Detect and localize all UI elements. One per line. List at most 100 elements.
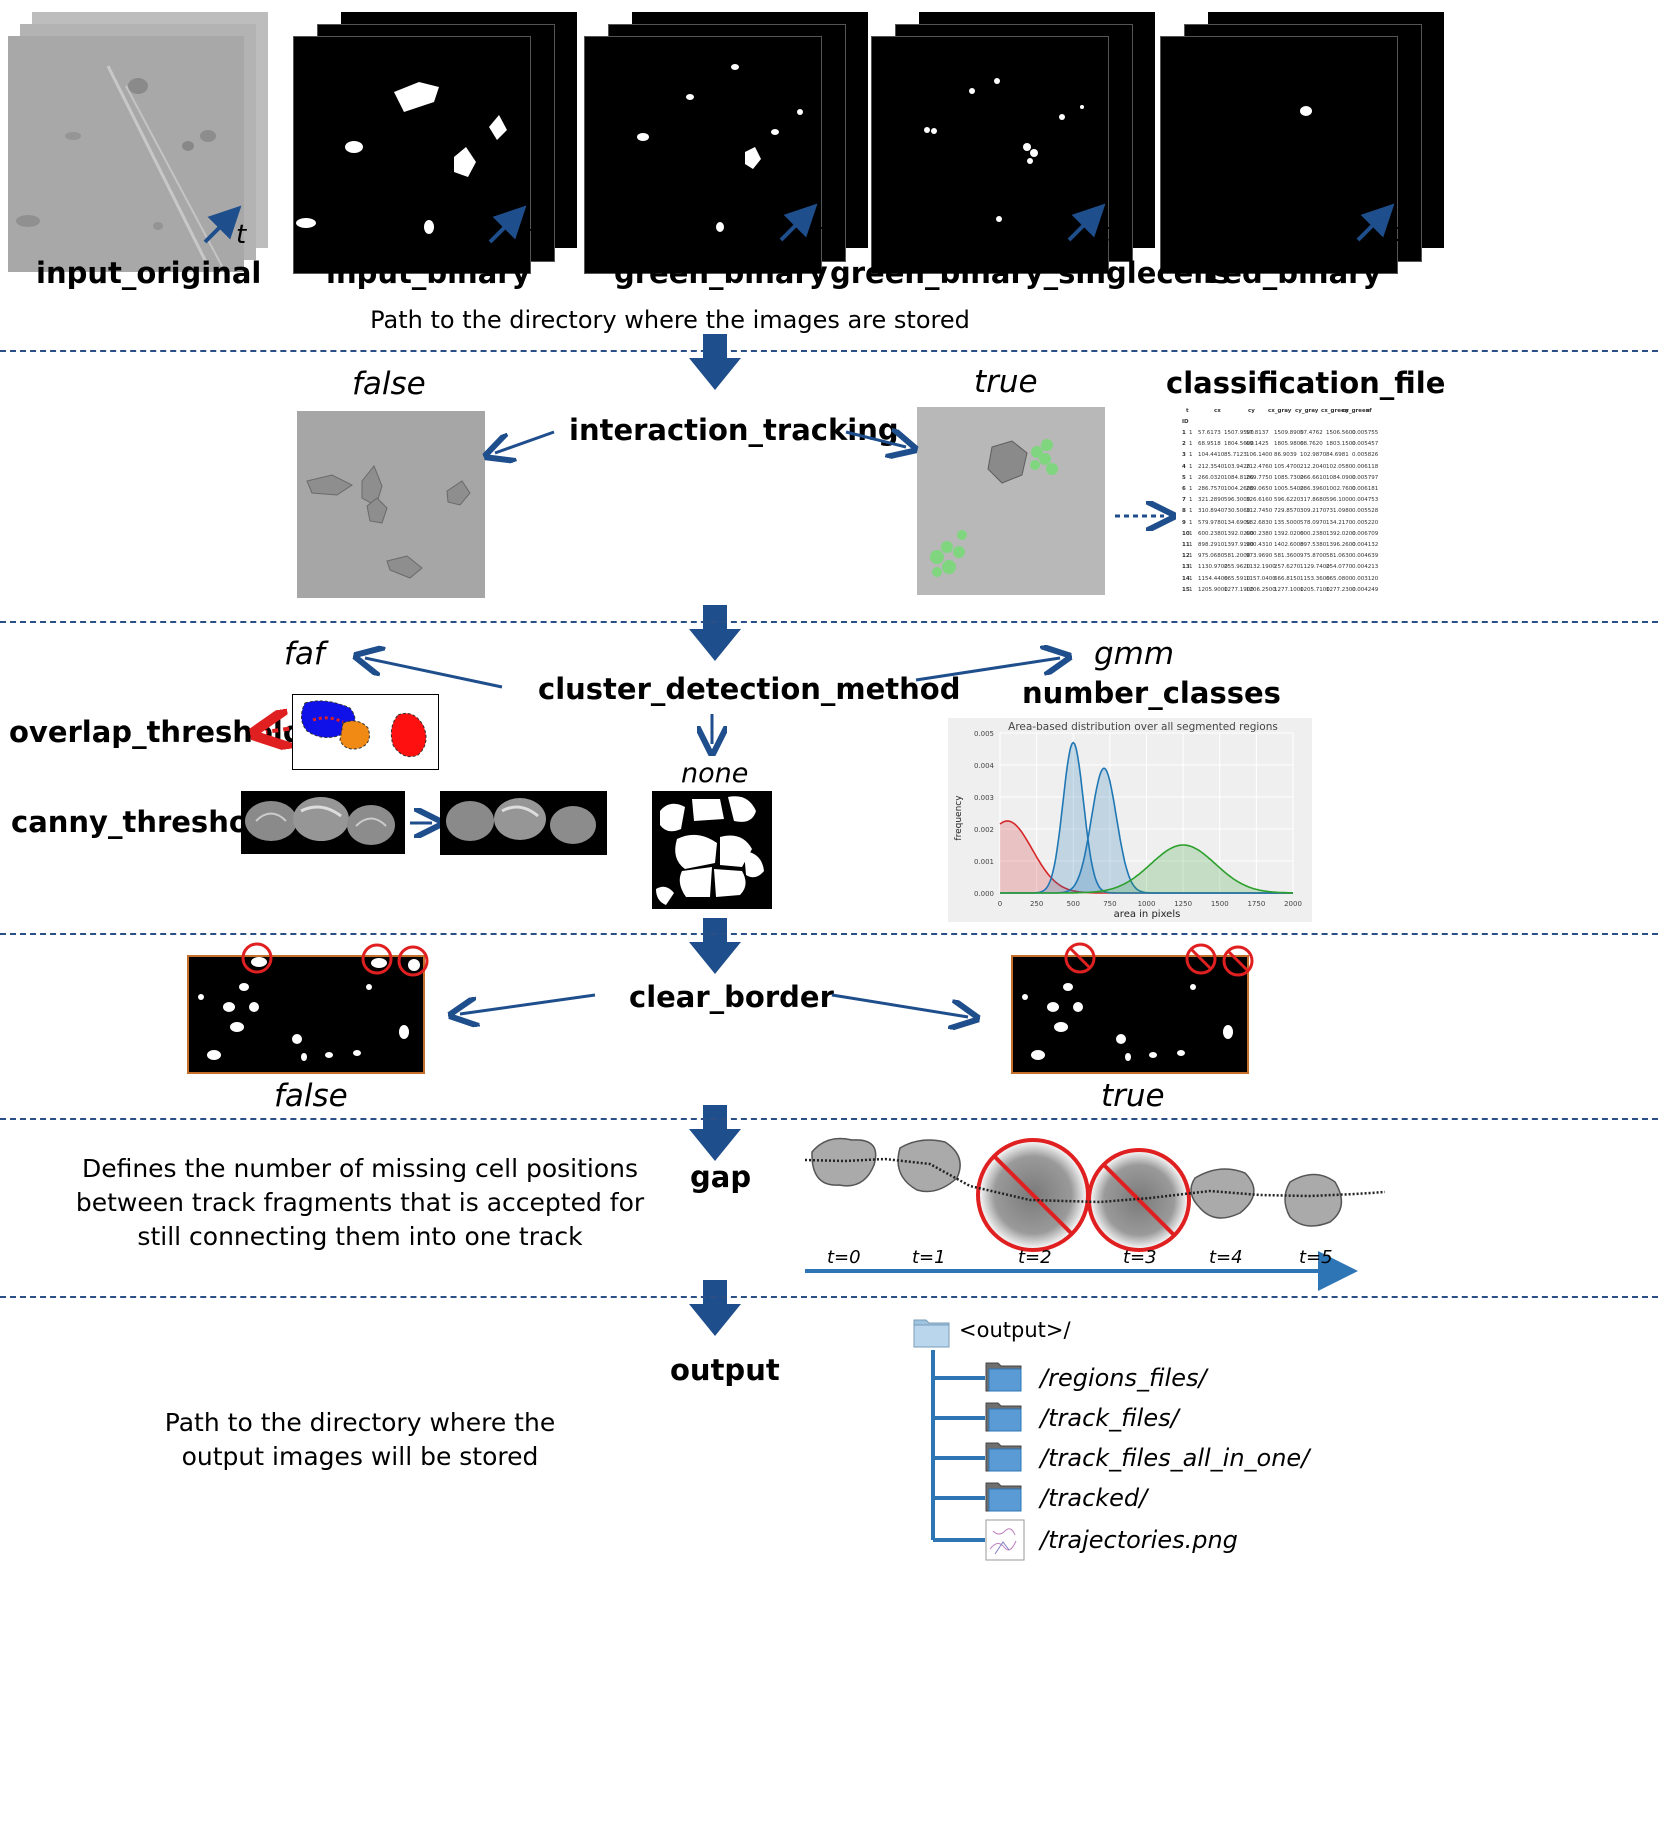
table-cell: 255.9620 <box>1224 564 1251 571</box>
table-cell: 1153.3600 <box>1300 575 1330 582</box>
gmm-series-area <box>1000 845 1293 893</box>
input-stack-original <box>8 12 268 272</box>
table-cell: 102.0580 <box>1326 463 1353 470</box>
table-cell: 1 <box>1189 508 1193 515</box>
interaction-true-image <box>917 407 1105 595</box>
clear-border-param: clear_border <box>629 980 834 1014</box>
table-cell: 600.2380 <box>1198 530 1225 537</box>
output-param: output <box>670 1353 780 1387</box>
table-cell: 1084.8100 <box>1224 474 1254 481</box>
table-cell: 1130.9700 <box>1198 564 1228 571</box>
table-row-id: 12 <box>1182 553 1190 560</box>
gmm-xtick-label: 0 <box>998 900 1002 908</box>
table-cell: 600.2380 <box>1300 530 1327 537</box>
table-cell: 212.3540 <box>1198 463 1225 470</box>
table-header: cx_green <box>1321 408 1349 414</box>
cluster-detection-param: cluster_detection_method <box>538 672 961 706</box>
table-cell: 581.2000 <box>1224 553 1251 560</box>
interaction-true-label: true <box>974 364 1038 400</box>
separator-4 <box>0 1118 1658 1120</box>
table-row-id: 9 <box>1182 519 1186 526</box>
input-stack-green-singlecells <box>871 12 1155 274</box>
table-cell: 1 <box>1189 575 1193 582</box>
separator-1 <box>0 350 1658 352</box>
table-cell: 1 <box>1189 497 1193 504</box>
table-cell: 212.4760 <box>1246 463 1273 470</box>
gmm-xtick-label: 1250 <box>1174 900 1192 908</box>
classification-table: t cx cy cx_gray cy_gray cx_green cy_green sf ID 1… <box>1182 406 1378 598</box>
gmm-series-area <box>1000 742 1293 893</box>
table-cell: 134.6900 <box>1224 519 1251 526</box>
table-cell: 102.9870 <box>1300 452 1327 459</box>
table-row-id: 11 <box>1182 542 1190 548</box>
table-cell: 666.8150 <box>1274 575 1301 582</box>
table-cell: 1 <box>1189 463 1193 470</box>
table-cell: 973.9690 <box>1246 553 1273 560</box>
output-child-track-files-all-in-one: /track_files_all_in_one/ <box>1040 1444 1310 1472</box>
overlap-threshold-image <box>292 694 439 770</box>
label-input-original: input_original <box>36 256 262 290</box>
table-cell: 898.2910 <box>1198 542 1225 548</box>
table-cell: 309.2170 <box>1300 508 1327 515</box>
table-cell: 579.9780 <box>1198 519 1225 526</box>
table-cell: 1157.0400 <box>1246 575 1276 582</box>
label-green-binary: green_binary <box>614 256 828 290</box>
gmm-xtick-label: 250 <box>1030 900 1043 908</box>
table-cell: 269.7750 <box>1246 474 1273 481</box>
table-cell: 266.6610 <box>1300 474 1327 481</box>
gap-description: Defines the number of missing cell posit… <box>75 1154 645 1251</box>
output-child-track-files: /track_files/ <box>1040 1404 1179 1432</box>
table-row-id: 14 <box>1182 575 1190 582</box>
table-cell: 1392.0200 <box>1224 530 1254 537</box>
time-t1: t=1 <box>912 1247 946 1268</box>
table-row-id: 8 <box>1182 508 1186 515</box>
border-false-label: false <box>274 1078 348 1114</box>
table-cell: 1 <box>1189 542 1193 548</box>
output-child-regions-files: /regions_files/ <box>1040 1364 1207 1392</box>
canny-after-image <box>440 791 607 855</box>
folder-icon-tracked <box>985 1480 1023 1512</box>
gmm-ytick-label: 0.001 <box>974 858 994 866</box>
table-cell: 0.006709 <box>1352 530 1378 537</box>
table-cell: 0.004753 <box>1352 497 1378 504</box>
table-cell: 85.7123 <box>1224 452 1247 459</box>
table-cell: 1084.0900 <box>1326 474 1356 481</box>
label-input-binary: input_binary <box>326 256 531 290</box>
table-cell: 1 <box>1189 441 1193 448</box>
table-cell: 1509.8900 <box>1274 430 1304 436</box>
table-cell: 1004.2600 <box>1224 486 1254 492</box>
gmm-xtick-label: 1750 <box>1247 900 1265 908</box>
folder-icon-track-files <box>985 1400 1023 1432</box>
table-cell: 0.005797 <box>1352 474 1378 481</box>
gmm-series-line <box>1000 844 1294 894</box>
time-arrows <box>203 203 1395 244</box>
gmm-ytick-label: 0.002 <box>974 826 994 834</box>
gap-param: gap <box>690 1160 752 1194</box>
table-cell: 312.7450 <box>1246 508 1273 515</box>
table-cell: 1005.5400 <box>1274 486 1304 492</box>
table-cell: 286.3960 <box>1300 486 1327 492</box>
table-cell: 0.004132 <box>1352 542 1378 548</box>
time-t3: t=3 <box>1123 1247 1157 1268</box>
table-cell: 84.6981 <box>1326 452 1349 459</box>
table-row-id: 3 <box>1182 452 1186 459</box>
table-row-id: 10 <box>1182 530 1190 537</box>
cluster-gmm-label: gmm <box>1094 636 1175 672</box>
interaction-false-label: false <box>352 366 426 402</box>
table-cell: 0.004213 <box>1352 564 1378 571</box>
table-cell: 0.005755 <box>1352 430 1378 436</box>
table-cell: 104.4410 <box>1198 452 1225 459</box>
canny-before-image <box>241 791 405 854</box>
output-child-trajectories-png: /trajectories.png <box>1040 1526 1238 1554</box>
time-label-3: t <box>812 218 823 248</box>
gmm-xtick-label: 500 <box>1067 900 1080 908</box>
table-cell: 68.7620 <box>1300 441 1323 448</box>
table-cell: 0.005528 <box>1352 508 1378 515</box>
cluster-none-label: none <box>681 758 749 789</box>
table-cell: 1 <box>1189 452 1193 459</box>
table-row-id: 6 <box>1182 486 1186 492</box>
time-t0: t=0 <box>827 1247 861 1268</box>
table-cell: 975.0680 <box>1198 553 1225 560</box>
table-cell: 68.9518 <box>1198 441 1221 448</box>
table-row-id: 5 <box>1182 474 1186 481</box>
